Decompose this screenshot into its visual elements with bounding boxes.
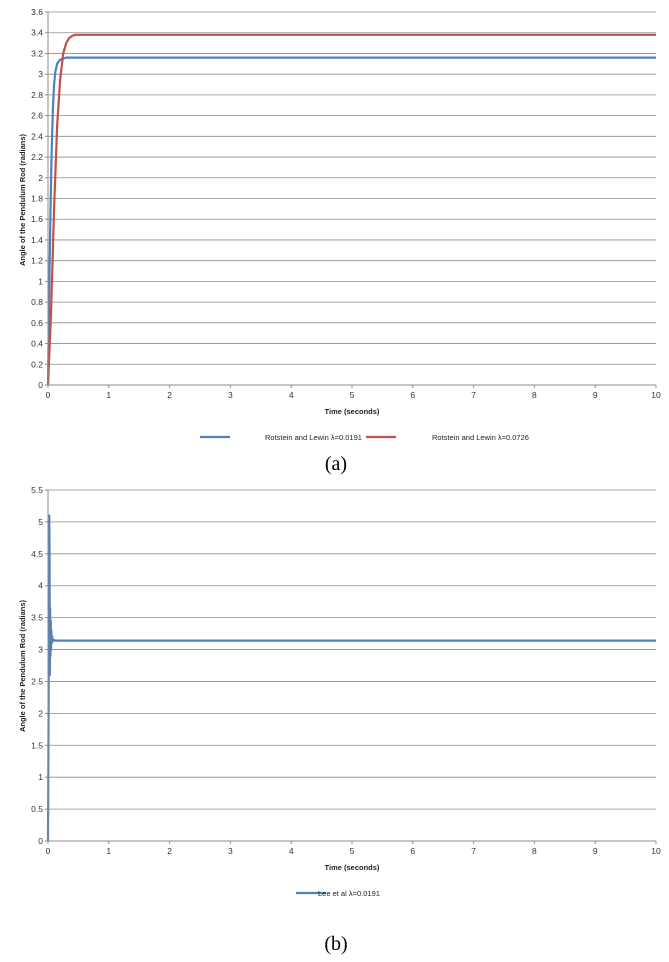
- x-tick-label: 5: [350, 390, 355, 400]
- chart-a: 0 0.2 0.4 0.6 0.8 1 1.2 1.4 1.6 1.8 2 2.2 2.4 2.6 2.8 3…: [18, 7, 661, 475]
- chart-a-y-tick-labels: 0 0.2 0.4 0.6 0.8 1 1.2 1.4 1.6 1.8 2 2.2 2.4 2.6 2.8 3…: [31, 7, 43, 390]
- y-tick-label: 0.6: [31, 318, 43, 328]
- y-tick-label: 1: [38, 276, 43, 286]
- x-tick-label: 5: [350, 846, 355, 856]
- legend-label-2: Rotstein and Lewin λ=0.0726: [432, 433, 529, 442]
- x-tick-label: 7: [471, 846, 476, 856]
- y-tick-label: 2: [38, 708, 43, 718]
- y-tick-label: 3.2: [31, 48, 43, 58]
- y-tick-label: 2.8: [31, 90, 43, 100]
- y-tick-label: 1: [38, 772, 43, 782]
- y-tick-label: 0.2: [31, 359, 43, 369]
- x-tick-label: 1: [106, 846, 111, 856]
- chart-b-axes: [45, 489, 657, 844]
- chart-a-caption: (a): [325, 453, 347, 475]
- chart-a-y-axis-label: Angle of the Pendulum Rod (radians): [18, 133, 27, 266]
- x-tick-label: 0: [46, 846, 51, 856]
- y-tick-label: 1.8: [31, 194, 43, 204]
- y-tick-label: 2.4: [31, 131, 43, 141]
- chart-b-legend: Lee et al λ=0.0191: [296, 889, 380, 898]
- y-tick-label: 3: [38, 645, 43, 655]
- y-tick-label: 4.5: [31, 549, 43, 559]
- series-line-2: [46, 33, 656, 386]
- chart-b-caption: (b): [324, 933, 347, 955]
- y-tick-label: 1.4: [31, 235, 43, 245]
- y-tick-label: 0: [38, 380, 43, 390]
- y-tick-label: 5.5: [31, 485, 43, 495]
- y-tick-label: 2: [38, 173, 43, 183]
- chart-b-y-axis-label: Angle of the Pendulum Rod (radians): [18, 599, 27, 732]
- chart-a-axes: [45, 11, 657, 388]
- x-tick-label: 4: [289, 846, 294, 856]
- x-tick-label: 10: [651, 846, 661, 856]
- y-tick-label: 2.5: [31, 676, 43, 686]
- chart-b-x-tick-labels: 0 1 2 3 4 5 6 7 8 9 10: [46, 846, 661, 856]
- y-tick-label: 5: [38, 517, 43, 527]
- chart-a-legend: Rotstein and Lewin λ=0.0191 Rotstein and …: [200, 433, 529, 442]
- x-tick-label: 2: [167, 390, 172, 400]
- y-tick-label: 0.4: [31, 339, 43, 349]
- x-tick-label: 6: [410, 846, 415, 856]
- y-tick-label: 1.6: [31, 214, 43, 224]
- chart-b-x-axis-label: Time (seconds): [325, 863, 380, 872]
- x-tick-label: 3: [228, 846, 233, 856]
- series-line-1: [46, 56, 656, 386]
- y-tick-label: 1.5: [31, 740, 43, 750]
- chart-a-x-axis-label: Time (seconds): [325, 407, 380, 416]
- x-tick-label: 7: [471, 390, 476, 400]
- chart-a-x-tick-labels: 0 1 2 3 4 5 6 7 8 9 10: [46, 390, 661, 400]
- y-tick-label: 0: [38, 836, 43, 846]
- y-tick-label: 2.2: [31, 152, 43, 162]
- x-tick-label: 4: [289, 390, 294, 400]
- chart-a-gridlines: [48, 11, 656, 365]
- chart-b: 0 0.5 1 1.5 2 2.5 3 3.5 4 4.5 5 5.5 0 1 2 3 4 5 6 7 8 9 10 An…: [18, 485, 661, 955]
- x-tick-label: 6: [410, 390, 415, 400]
- chart-b-y-tick-labels: 0 0.5 1 1.5 2 2.5 3 3.5 4 4.5 5 5.5: [31, 485, 43, 846]
- y-tick-label: 0.8: [31, 297, 43, 307]
- y-tick-label: 0.5: [31, 804, 43, 814]
- x-tick-label: 9: [593, 846, 598, 856]
- y-tick-label: 3: [38, 69, 43, 79]
- x-tick-label: 8: [532, 846, 537, 856]
- x-tick-label: 8: [532, 390, 537, 400]
- y-tick-label: 2.6: [31, 111, 43, 121]
- x-tick-label: 9: [593, 390, 598, 400]
- chart-b-series: [46, 514, 656, 842]
- x-tick-label: 2: [167, 846, 172, 856]
- series-line-1: [46, 514, 656, 842]
- x-tick-label: 10: [651, 390, 661, 400]
- x-tick-label: 3: [228, 390, 233, 400]
- y-tick-label: 1.2: [31, 256, 43, 266]
- x-tick-label: 0: [46, 390, 51, 400]
- legend-label-1: Rotstein and Lewin λ=0.0191: [265, 433, 362, 442]
- y-tick-label: 3.6: [31, 7, 43, 17]
- legend-label-1: Lee et al λ=0.0191: [318, 889, 380, 898]
- x-tick-label: 1: [106, 390, 111, 400]
- y-tick-label: 3.4: [31, 28, 43, 38]
- chart-a-series: [46, 33, 656, 386]
- chart-b-gridlines: [48, 489, 656, 810]
- y-tick-label: 3.5: [31, 613, 43, 623]
- y-tick-label: 4: [38, 581, 43, 591]
